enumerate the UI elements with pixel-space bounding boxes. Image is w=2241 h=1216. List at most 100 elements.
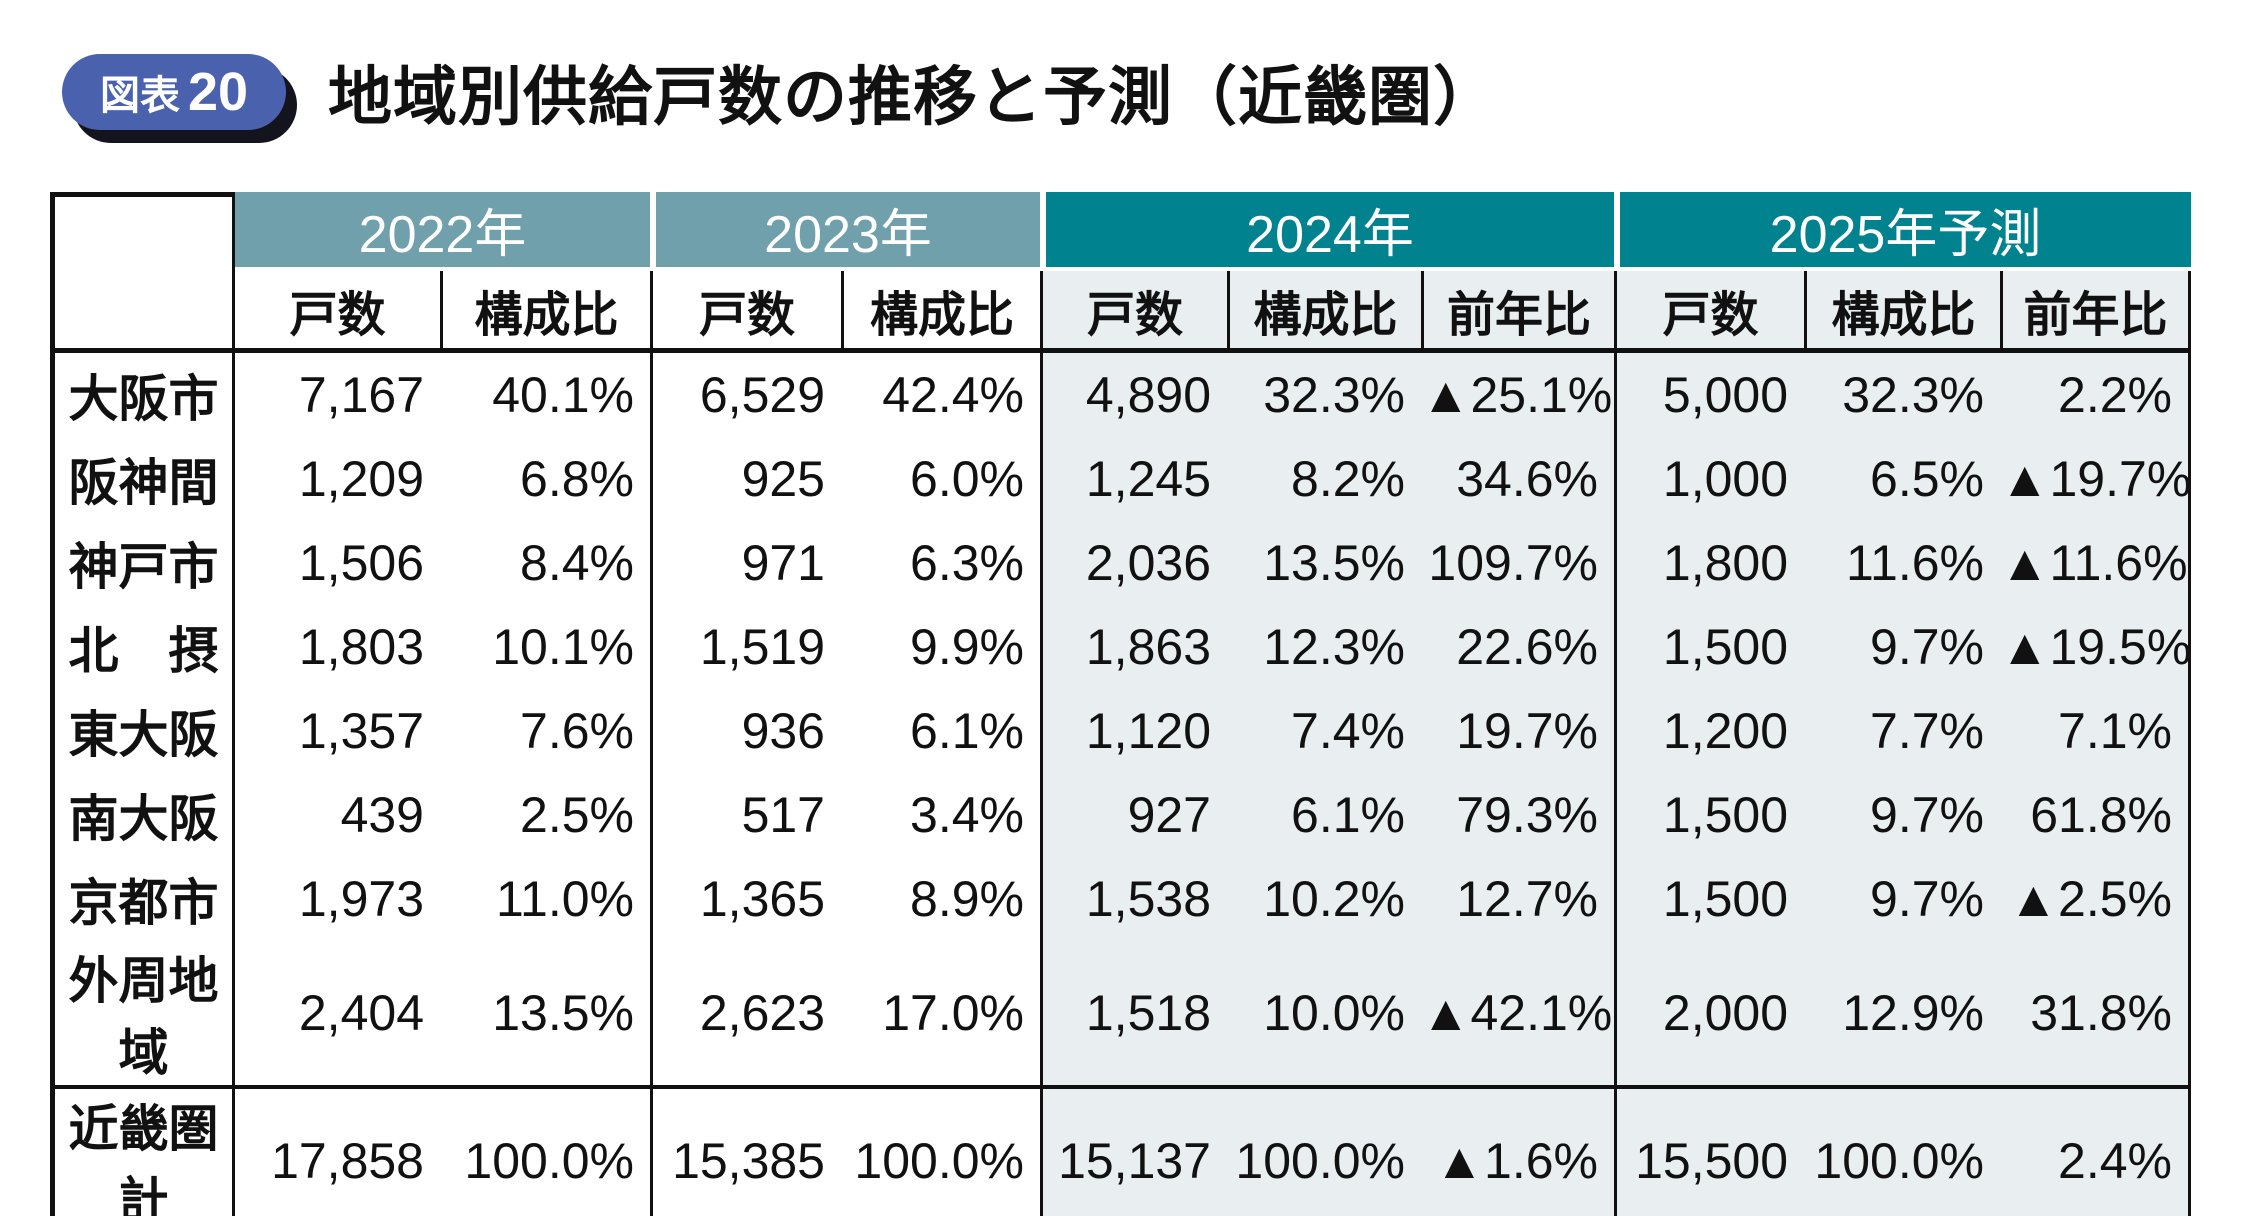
table-cell: 17,858 — [235, 1085, 440, 1216]
table-cell: ▲19.5% — [2000, 605, 2191, 689]
table-cell: 1,209 — [298, 451, 424, 507]
table-row-kinki-total: 近畿圏計 17,858 100.0% 15,385 100.0% 15,137 … — [50, 1085, 2192, 1216]
subheader-share-2023: 構成比 — [841, 271, 1040, 353]
table-wrapper: 2022年 2023年 2024年 2025年予測 戸数 構成比 戸数 構成比 … — [50, 192, 2241, 1216]
subheader-yoy-2024: 前年比 — [1421, 271, 1615, 353]
table-cell: 1,120 — [1040, 689, 1227, 773]
table-cell: 927 — [1040, 773, 1227, 857]
table-row-hanshinkan: 阪神間 1,209 6.8% 925 6.0% 1,245 8.2% 34.6%… — [50, 437, 2191, 521]
table-cell: 439 — [340, 787, 424, 843]
table-cell: ▲11.6% — [2000, 521, 2192, 605]
table-header-measures: 戸数 構成比 戸数 構成比 戸数 構成比 前年比 戸数 構成比 前年比 — [50, 271, 2192, 353]
row-label: 京都市 — [50, 857, 235, 941]
table-row-higashiosaka: 東大阪 1,357 7.6% 936 6.1% 1,120 7.4% 19.7%… — [50, 689, 2192, 773]
table-cell: 12.9% — [1804, 941, 2001, 1085]
table-cell: 15,385 — [650, 1085, 841, 1216]
table-cell: 7.7% — [1804, 689, 2001, 773]
table-cell: 40.1% — [492, 367, 634, 423]
table-cell: 12.3% — [1227, 605, 1421, 689]
table-cell: 3.4% — [910, 787, 1024, 843]
table-cell: 10.1% — [492, 619, 634, 675]
table-cell: 6.1% — [1227, 773, 1421, 857]
table-cell: 1,518 — [1040, 941, 1227, 1085]
table-cell: 1,973 — [298, 871, 424, 927]
table-cell: 4,890 — [1040, 353, 1227, 437]
table-cell: 10.2% — [1227, 857, 1421, 941]
table-cell: 19.7% — [1421, 689, 1615, 773]
table-cell: 517 — [650, 773, 841, 857]
table-cell: 1,506 — [298, 535, 424, 591]
table-cell: 9.7% — [1804, 857, 2001, 941]
table-cell: 2.2% — [2000, 353, 2192, 437]
table-cell: 6.0% — [910, 451, 1024, 507]
table-cell: 32.3% — [1804, 353, 2001, 437]
subheader-share-2025: 構成比 — [1804, 271, 2001, 353]
table-cell: 1,245 — [1040, 437, 1227, 521]
table-cell: 8.9% — [910, 871, 1024, 927]
table-cell: 100.0% — [1804, 1085, 2001, 1216]
year-header-2023: 2023年 — [650, 192, 1040, 271]
table-cell: 34.6% — [1421, 437, 1615, 521]
table-row-hokusetsu: 北 摂 1,803 10.1% 1,519 9.9% 1,863 12.3% 2… — [50, 605, 2191, 689]
table-cell: 32.3% — [1227, 353, 1421, 437]
table-cell: 6.3% — [910, 535, 1024, 591]
table-cell: 925 — [650, 437, 841, 521]
figure-badge: 図表 20 — [62, 54, 286, 130]
table-cell: 11.6% — [1804, 521, 2001, 605]
table-cell: 2.4% — [2000, 1085, 2192, 1216]
table-cell: 15,500 — [1614, 1085, 1805, 1216]
table-cell: 1,200 — [1614, 689, 1805, 773]
table-cell: 11.0% — [495, 871, 634, 927]
row-label: 神戸市 — [50, 521, 235, 605]
table-cell: ▲19.7% — [2000, 437, 2191, 521]
row-label: 外周地域 — [50, 941, 235, 1085]
table-cell: 5,000 — [1614, 353, 1805, 437]
table-cell: 7.4% — [1227, 689, 1421, 773]
subheader-units-2025: 戸数 — [1614, 271, 1805, 353]
table-cell: 2.5% — [520, 787, 634, 843]
row-label: 大阪市 — [50, 353, 235, 437]
table-cell: ▲25.1% — [1421, 353, 1615, 437]
table-cell: ▲1.6% — [1421, 1085, 1615, 1216]
table-cell: 2,623 — [650, 941, 841, 1085]
badge-number: 20 — [187, 62, 249, 122]
table-row-minamiosaka: 南大阪 439 2.5% 517 3.4% 927 6.1% 79.3% 1,5… — [50, 773, 2192, 857]
table-row-outer-area: 外周地域 2,404 13.5% 2,623 17.0% 1,518 10.0%… — [50, 941, 2192, 1085]
table-cell: 61.8% — [2000, 773, 2192, 857]
table-cell: 6.8% — [520, 451, 634, 507]
table-cell: 1,519 — [650, 605, 841, 689]
table-cell: 1,500 — [1614, 605, 1805, 689]
table-cell: 13.5% — [1227, 521, 1421, 605]
table-cell: 17.0% — [882, 985, 1024, 1041]
table-row-kyoto-city: 京都市 1,973 11.0% 1,365 8.9% 1,538 10.2% 1… — [50, 857, 2192, 941]
table-cell: 79.3% — [1421, 773, 1615, 857]
table-row-osaka-city: 大阪市 7,167 40.1% 6,529 42.4% 4,890 32.3% … — [50, 353, 2192, 437]
table-cell: 6.5% — [1804, 437, 2001, 521]
figure-title: 地域別供給戸数の推移と予測（近畿圏） — [328, 61, 1498, 133]
table-cell: 7.6% — [520, 703, 634, 759]
table-cell: 7.1% — [2000, 689, 2192, 773]
table-cell: 109.7% — [1421, 521, 1615, 605]
table-cell: 100.0% — [440, 1085, 650, 1216]
table-row-kobe-city: 神戸市 1,506 8.4% 971 6.3% 2,036 13.5% 109.… — [50, 521, 2192, 605]
table-cell: 42.4% — [882, 367, 1024, 423]
table-cell: 1,538 — [1040, 857, 1227, 941]
total-row-label: 近畿圏計 — [50, 1085, 235, 1216]
table-cell: 6.1% — [910, 703, 1024, 759]
table-cell: 2,000 — [1614, 941, 1805, 1085]
subheader-units-2023: 戸数 — [650, 271, 841, 353]
subheader-units-2022: 戸数 — [235, 271, 440, 353]
badge-kanji-label: 図表 — [99, 74, 180, 118]
table-cell: ▲42.1% — [1421, 941, 1615, 1085]
year-header-2025: 2025年予測 — [1614, 192, 2192, 271]
table-cell: 22.6% — [1421, 605, 1615, 689]
table-cell: 7,167 — [298, 367, 424, 423]
year-header-2024: 2024年 — [1040, 192, 1615, 271]
subheader-units-2024: 戸数 — [1040, 271, 1227, 353]
year-header-2022: 2022年 — [235, 192, 650, 271]
row-label: 東大阪 — [50, 689, 235, 773]
table-cell: 9.9% — [910, 619, 1024, 675]
table-cell: 100.0% — [1227, 1085, 1421, 1216]
subheader-share-2022: 構成比 — [440, 271, 650, 353]
